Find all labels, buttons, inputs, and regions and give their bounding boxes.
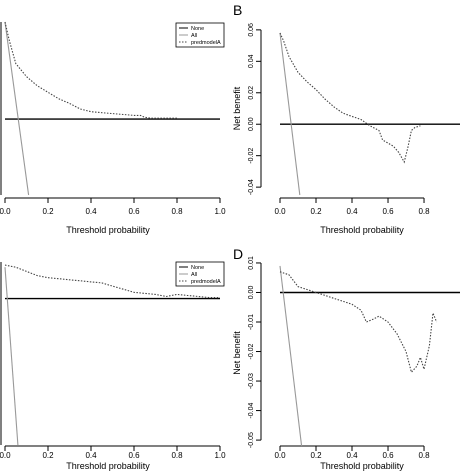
y-tick-label-b: 0.06	[248, 23, 255, 37]
legend-label-none-c: None	[191, 265, 204, 271]
y-tick-label-d: -0.02	[248, 343, 255, 359]
legend-label-predmodela-a: predmodelA	[191, 40, 221, 46]
panel-label-d: D	[233, 246, 243, 262]
x-tick-label-d: 0.2	[310, 451, 322, 460]
y-tick-label-b: -0.04	[248, 179, 255, 195]
legend-label-all-a: All	[191, 33, 197, 39]
x-tick-label-b: 0.2	[310, 207, 322, 216]
y-tick-label-b: 0.00	[248, 117, 255, 131]
series-all-c	[4, 267, 19, 446]
x-tick-label-a: 0.4	[85, 207, 97, 216]
series-predmodela-c	[4, 264, 220, 299]
x-tick-label-b: 0.8	[418, 207, 430, 216]
x-tick-label-a: 0.0	[0, 207, 11, 216]
series-predmodela-d	[279, 271, 438, 374]
panel-label-b: B	[233, 2, 242, 18]
y-tick-label-d: 0.00	[248, 286, 255, 300]
x-tick-label-c: 0.0	[0, 451, 11, 460]
x-tick-label-c: 0.2	[42, 451, 54, 460]
series-predmodela-b	[279, 32, 421, 164]
x-tick-label-c: 0.4	[85, 451, 97, 460]
x-axis-title-a: Threshold probability	[66, 225, 150, 235]
y-tick-label-d: -0.01	[248, 314, 255, 330]
y-axis-title-b: Net benefit	[232, 86, 242, 130]
x-axis-title-c: Threshold probability	[66, 461, 150, 471]
legend-box-a	[175, 22, 225, 48]
x-tick-label-b: 0.4	[346, 207, 358, 216]
series-all-b	[279, 32, 301, 196]
x-tick-label-a: 0.8	[171, 207, 183, 216]
x-tick-label-b: 0.6	[382, 207, 394, 216]
x-tick-label-a: 1.0	[214, 207, 226, 216]
y-axis-title-d: Net benefit	[232, 331, 242, 375]
x-tick-label-c: 0.8	[171, 451, 183, 460]
x-tick-label-a: 0.6	[128, 207, 140, 216]
y-tick-label-b: 0.02	[248, 86, 255, 100]
series-predmodela-a	[4, 21, 177, 119]
y-tick-label-d: -0.05	[248, 432, 255, 448]
legend-label-all-c: All	[191, 272, 197, 278]
x-tick-label-d: 0.4	[346, 451, 358, 460]
x-tick-label-c: 0.6	[128, 451, 140, 460]
y-tick-label-d: -0.03	[248, 373, 255, 389]
series-all-a	[4, 21, 30, 196]
x-tick-label-d: 0.6	[382, 451, 394, 460]
x-tick-label-a: 0.2	[42, 207, 54, 216]
y-tick-label-b: 0.04	[248, 54, 255, 68]
x-axis-title-d: Threshold probability	[320, 461, 404, 471]
y-tick-label-d: 0.01	[248, 256, 255, 270]
y-tick-label-b: -0.02	[248, 148, 255, 164]
legend-label-predmodela-c: predmodelA	[191, 279, 221, 285]
x-tick-label-c: 1.0	[214, 451, 226, 460]
legend-label-none-a: None	[191, 26, 204, 32]
series-all-d	[279, 265, 303, 447]
x-tick-label-d: 0.8	[418, 451, 430, 460]
x-tick-label-b: 0.0	[274, 207, 286, 216]
x-tick-label-d: 0.0	[274, 451, 286, 460]
y-tick-label-d: -0.04	[248, 402, 255, 418]
x-axis-title-b: Threshold probability	[320, 225, 404, 235]
